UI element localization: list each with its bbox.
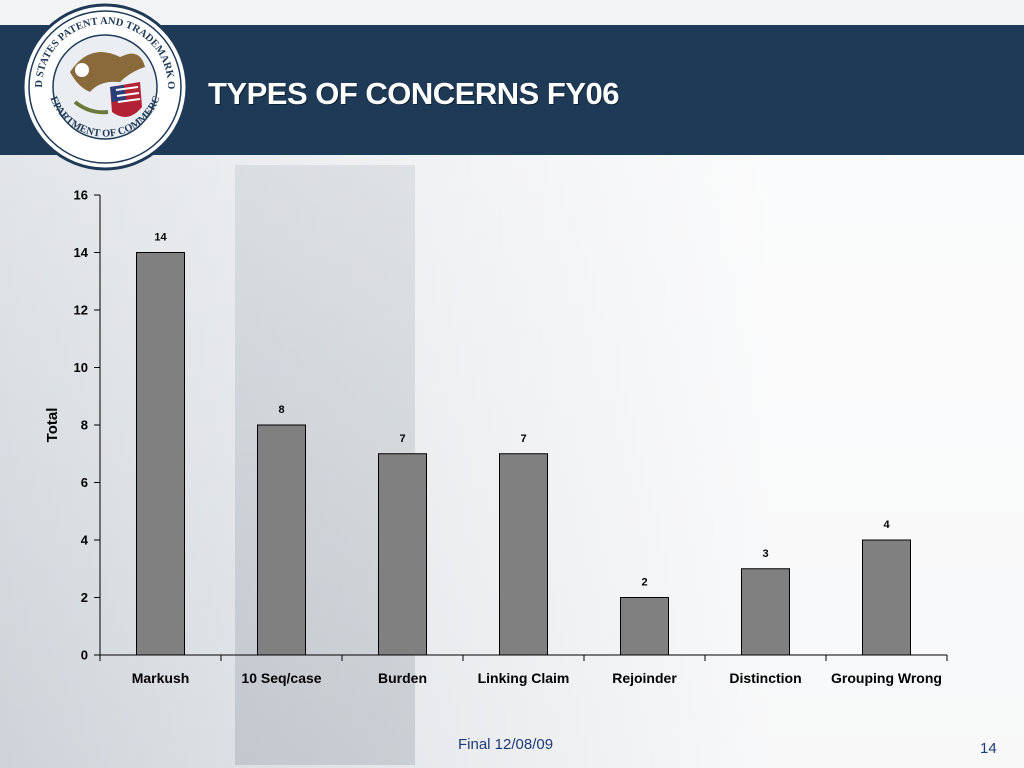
data-label: 7 bbox=[520, 433, 526, 445]
uspto-seal-icon: UNITED STATES PATENT AND TRADEMARK OFFIC… bbox=[20, 2, 189, 171]
y-axis: 0 2 4 6 8 10 12 14 16 bbox=[74, 188, 101, 663]
bar bbox=[620, 597, 669, 656]
bar bbox=[136, 252, 185, 656]
x-tick-label: Grouping Wrong bbox=[831, 670, 942, 686]
y-tick-label: 8 bbox=[81, 418, 88, 433]
x-tick-label: 10 Seq/case bbox=[241, 670, 321, 686]
y-axis-label: Total bbox=[44, 408, 61, 443]
page-title: TYPES OF CONCERNS FY06 bbox=[208, 76, 620, 111]
y-tick-label: 6 bbox=[81, 475, 88, 490]
x-tick-label: Linking Claim bbox=[478, 670, 570, 686]
data-label: 2 bbox=[641, 577, 647, 589]
footer-date: Final 12/08/09 bbox=[458, 736, 554, 753]
bar bbox=[378, 453, 427, 656]
y-tick-label: 0 bbox=[81, 648, 88, 663]
y-tick-label: 2 bbox=[81, 590, 88, 605]
y-tick-label: 14 bbox=[74, 245, 89, 260]
bar bbox=[257, 424, 306, 656]
x-tick-label: Distinction bbox=[729, 670, 801, 686]
page-number: 14 bbox=[980, 740, 997, 757]
y-tick-label: 12 bbox=[74, 303, 88, 318]
bar bbox=[499, 453, 548, 656]
y-tick-label: 4 bbox=[81, 533, 89, 548]
y-tick-label: 10 bbox=[74, 360, 88, 375]
y-tick-label: 16 bbox=[74, 188, 88, 203]
x-tick-label: Burden bbox=[378, 670, 427, 686]
x-tick-label: Rejoinder bbox=[612, 670, 677, 686]
x-tick-label: Markush bbox=[132, 670, 190, 686]
bar bbox=[741, 568, 790, 656]
data-label: 3 bbox=[762, 548, 768, 560]
data-label: 14 bbox=[154, 232, 167, 244]
bar bbox=[862, 539, 911, 656]
x-axis: Markush 10 Seq/case Burden Linking Claim Rej… bbox=[99, 654, 948, 686]
data-label: 4 bbox=[883, 519, 890, 531]
data-label: 8 bbox=[278, 404, 284, 416]
bars: 14 8 7 7 2 3 4 bbox=[136, 232, 911, 656]
data-label: 7 bbox=[399, 433, 405, 445]
